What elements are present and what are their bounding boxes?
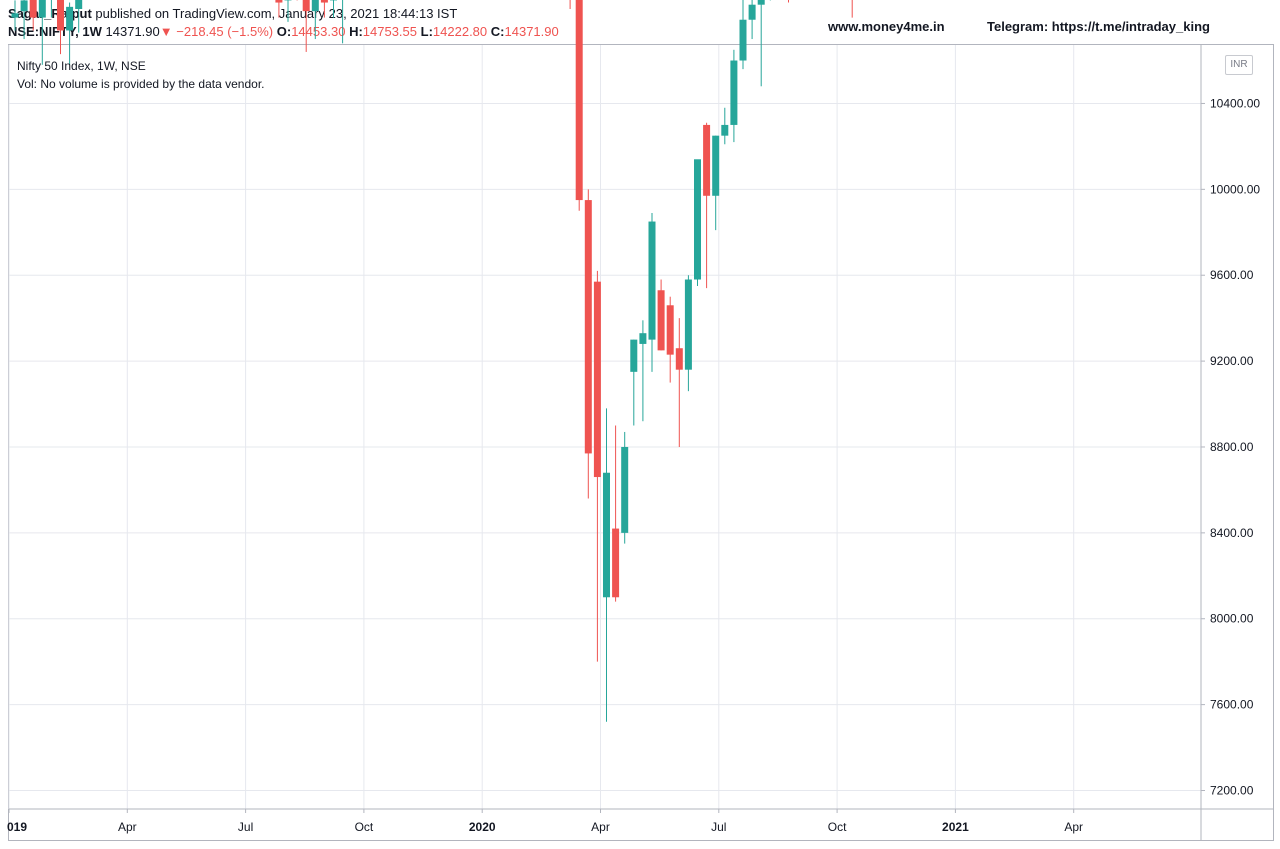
candle-body bbox=[721, 124, 729, 136]
candle-body bbox=[11, 13, 19, 18]
price-change: −218.45 (−1.5%) bbox=[176, 24, 274, 39]
symbol-line: NSE:NIFTY, 1W 14371.90▼ −218.45 (−1.5%) … bbox=[8, 24, 559, 39]
volume-note: Vol: No volume is provided by the data v… bbox=[17, 77, 265, 91]
candle-body bbox=[320, 0, 328, 3]
candle-body bbox=[630, 339, 638, 372]
y-tick-label: 7600.00 bbox=[1210, 698, 1254, 712]
high-value: 14753.55 bbox=[362, 24, 418, 39]
currency-badge[interactable]: INR bbox=[1225, 55, 1253, 75]
y-tick-label: 7200.00 bbox=[1210, 784, 1254, 798]
candle-body bbox=[612, 528, 620, 598]
candle-body bbox=[584, 200, 592, 454]
last-price-value: 14371.90 bbox=[105, 24, 160, 39]
y-tick-label: 10000.00 bbox=[1210, 182, 1260, 196]
candle-body bbox=[66, 6, 74, 31]
website-text: www.money4me.in bbox=[828, 19, 945, 34]
candle-body bbox=[757, 0, 765, 5]
candle-body bbox=[739, 19, 747, 61]
candle-body bbox=[575, 0, 583, 201]
candle-body bbox=[57, 0, 64, 31]
y-tick-label: 9600.00 bbox=[1210, 268, 1254, 282]
candle-body bbox=[694, 159, 701, 280]
high-label: H: bbox=[349, 24, 363, 39]
candle-body bbox=[29, 0, 37, 18]
candle-body bbox=[38, 0, 46, 18]
candle-body bbox=[684, 279, 692, 370]
y-tick-label: 8400.00 bbox=[1210, 526, 1254, 540]
time-axis: 019 Apr Jul Oct 2020 Apr Jul Oct 2021 Apr bbox=[7, 808, 1274, 834]
low-value: 14222.80 bbox=[432, 24, 488, 39]
candle-body bbox=[75, 0, 83, 9]
candle-body bbox=[703, 124, 711, 196]
candle-body bbox=[748, 4, 756, 20]
low-label: L: bbox=[420, 24, 433, 39]
candle-body bbox=[648, 221, 656, 340]
candle-body bbox=[712, 135, 720, 196]
candle-body bbox=[302, 0, 310, 12]
candle-body bbox=[730, 60, 738, 125]
x-tick-label: Oct bbox=[355, 820, 374, 834]
x-tick-label: 2021 bbox=[942, 820, 969, 834]
candle-body bbox=[603, 472, 610, 598]
x-tick-label: Jul bbox=[238, 820, 253, 834]
candle-body bbox=[311, 0, 319, 12]
candle-body bbox=[666, 305, 674, 355]
close-value: 14371.90 bbox=[504, 24, 559, 39]
price-axis: 7200.00 7600.00 8000.00 8400.00 8800.00 9200.… bbox=[1200, 45, 1260, 841]
x-tick-label: 019 bbox=[7, 820, 27, 834]
x-tick-label: Jul bbox=[711, 820, 726, 834]
published-text: published on TradingView.com, January 23… bbox=[91, 6, 458, 21]
candle-body bbox=[275, 0, 283, 3]
y-tick-label: 8000.00 bbox=[1210, 612, 1254, 626]
candle-body bbox=[675, 348, 683, 370]
chart-legend-title[interactable]: Nifty 50 Index, 1W, NSE bbox=[17, 59, 146, 73]
candle-body bbox=[20, 0, 28, 12]
down-arrow-icon: ▼ bbox=[159, 24, 173, 39]
close-label: C: bbox=[490, 24, 505, 39]
open-value: 14453.30 bbox=[291, 24, 346, 39]
candle-body bbox=[621, 446, 629, 533]
candle-body bbox=[593, 281, 601, 478]
open-label: O: bbox=[276, 24, 292, 39]
x-tick-label: 2020 bbox=[469, 820, 496, 834]
y-tick-label: 8800.00 bbox=[1210, 440, 1254, 454]
y-tick-label: 9200.00 bbox=[1210, 354, 1254, 368]
candle-body bbox=[639, 333, 647, 344]
x-tick-label: Oct bbox=[828, 820, 847, 834]
grid-lines bbox=[8, 45, 1201, 809]
y-tick-label: 10400.00 bbox=[1210, 96, 1260, 110]
candle-body bbox=[657, 290, 665, 351]
x-tick-label: Apr bbox=[118, 820, 137, 834]
header-bar: Sagar_Rajput published on TradingView.co… bbox=[0, 0, 1280, 44]
x-tick-label: Apr bbox=[1064, 820, 1083, 834]
candles-group bbox=[11, 0, 853, 722]
x-tick-label: Apr bbox=[591, 820, 610, 834]
telegram-text: Telegram: https://t.me/intraday_king bbox=[987, 19, 1210, 34]
